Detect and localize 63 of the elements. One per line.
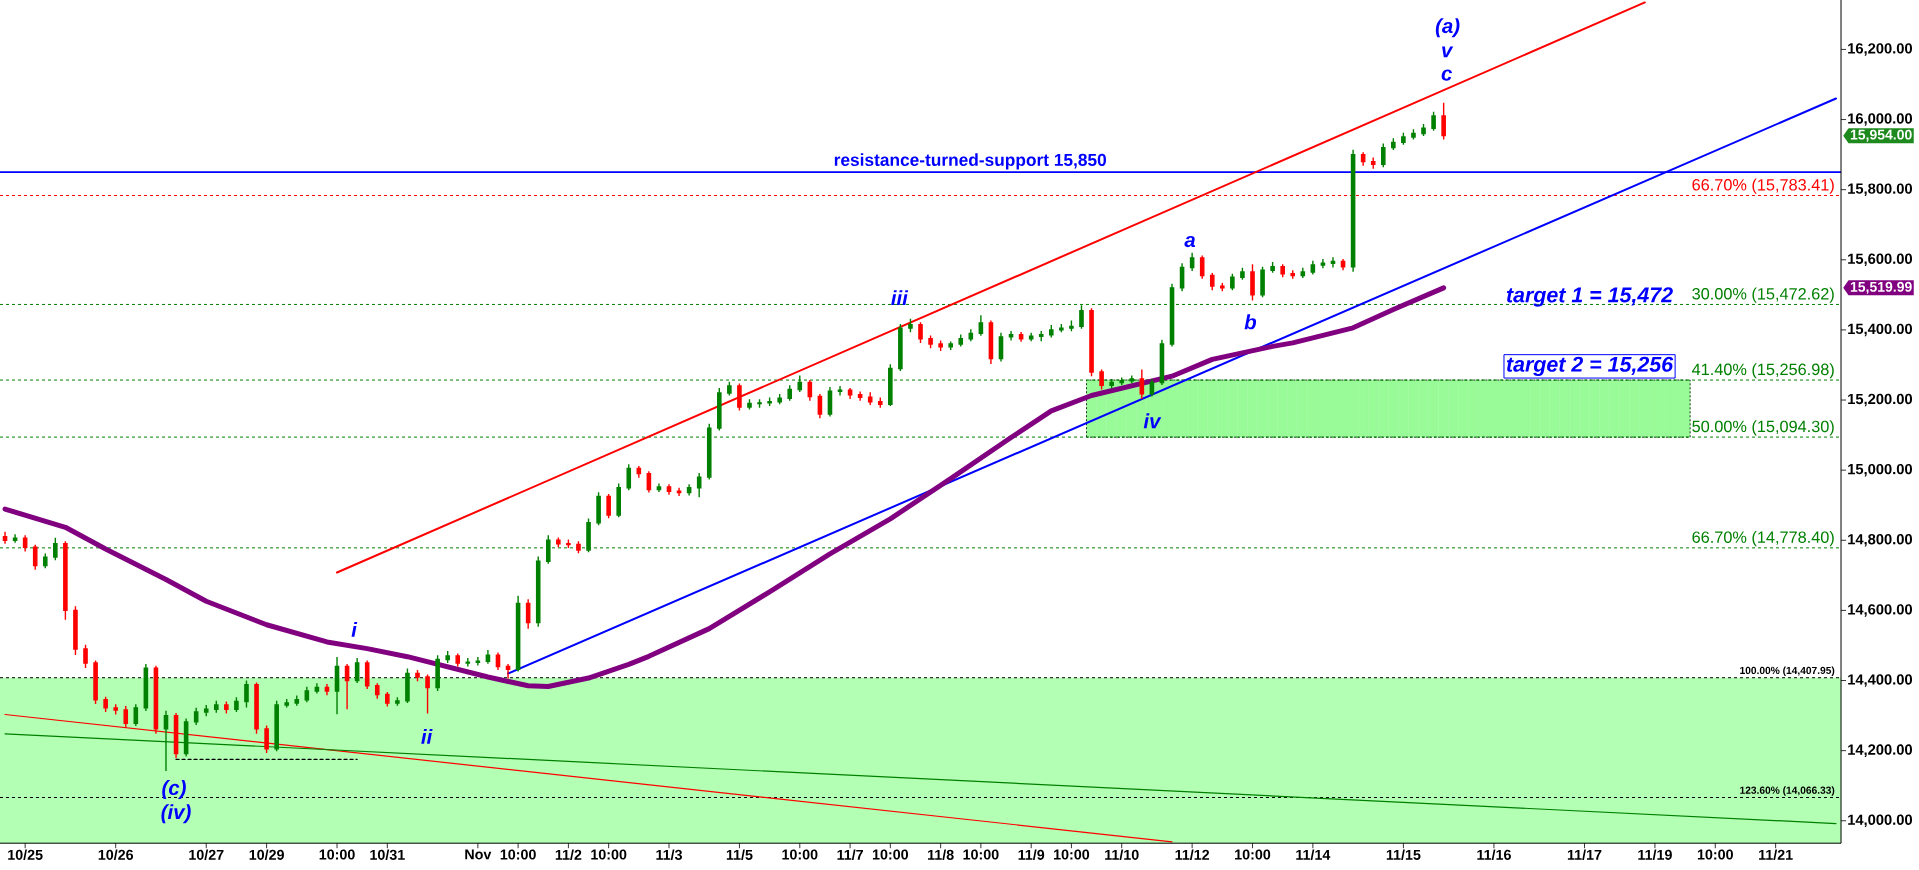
annotation: target 1 = 15,472 (1506, 287, 1673, 307)
ref-line-label: 100.00% (14,407.95) (1740, 666, 1835, 677)
annotation: ii (421, 728, 433, 744)
ref-line-label: 50.00% (15,094.30) (1692, 420, 1834, 436)
x-tick-label: 10:00 (1235, 849, 1271, 860)
ref-line-label: 30.00% (15,472.62) (1692, 287, 1834, 303)
x-tick-label: 10:00 (591, 849, 627, 860)
x-tick-label: 11/14 (1296, 849, 1331, 861)
y-tick-label: 16,000.00 (1848, 113, 1913, 126)
x-tick-label: 11/12 (1175, 849, 1210, 861)
y-tick-label: 15,200.00 (1848, 393, 1913, 407)
x-tick-label: 10/26 (98, 849, 134, 861)
annotation: v (1442, 46, 1454, 58)
y-tick-label: 14,200.00 (1848, 744, 1913, 757)
x-tick-label: 10/31 (370, 849, 405, 861)
x-tick-label: 11/2 (555, 849, 582, 861)
annotation: i (351, 621, 358, 637)
x-tick-label: 10:00 (963, 849, 999, 860)
annotation: (iv) (161, 804, 191, 824)
y-tick-label: 15,600.00 (1848, 253, 1913, 267)
x-tick-label: 11/8 (928, 849, 954, 861)
y-tick-label: 14,000.00 (1848, 814, 1913, 828)
x-tick-label: 11/3 (656, 849, 683, 861)
text: 15,519.99 (1850, 281, 1912, 294)
ref-line-label: 123.60% (14,066.33) (1740, 786, 1835, 796)
x-tick-label: 11/17 (1567, 849, 1602, 861)
annotation: a (1184, 235, 1196, 248)
y-tick-label: 14,600.00 (1848, 604, 1913, 617)
x-tick-label: 10/27 (189, 849, 224, 861)
annotation: target 2 = 15,256 (1506, 356, 1674, 377)
y-tick-label: 15,000.00 (1848, 463, 1913, 477)
x-tick-label: 10:00 (1054, 849, 1090, 860)
annotation: iii (891, 290, 909, 306)
x-tick-label: 10:00 (782, 849, 818, 860)
x-tick-label: 10:00 (872, 849, 909, 860)
x-tick-label: 10/29 (249, 849, 284, 861)
x-tick-label: 10/25 (8, 849, 43, 861)
annotation: b (1244, 314, 1257, 330)
annotation: (c) (162, 780, 186, 800)
ref-line-label: 66.70% (15,783.41) (1692, 178, 1834, 194)
y-tick-label: 15,800.00 (1848, 183, 1913, 196)
y-tick-label: 14,800.00 (1848, 534, 1913, 547)
ref-line-label: resistance-turned-support 15,850 (834, 153, 1106, 170)
x-tick-label: 11/15 (1386, 849, 1421, 861)
text: 15,954.00 (1850, 129, 1912, 142)
ref-line-label: 66.70% (14,778.40) (1692, 530, 1834, 547)
x-tick-label: 10:00 (319, 849, 355, 860)
x-tick-label: Nov (465, 849, 492, 860)
annotation: c (1441, 69, 1453, 81)
x-tick-label: 10:00 (1697, 849, 1733, 860)
x-tick-label: 11/10 (1105, 849, 1139, 861)
y-tick-label: 16,200.00 (1848, 43, 1913, 56)
x-tick-label: 11/9 (1018, 849, 1045, 861)
x-tick-label: 11/19 (1638, 849, 1672, 861)
ref-line-label: 41.40% (15,256.98) (1692, 363, 1834, 379)
x-tick-label: 11/5 (726, 849, 753, 861)
y-tick-label: 14,400.00 (1848, 674, 1913, 687)
x-tick-label: 11/16 (1477, 849, 1511, 861)
x-tick-label: 10:00 (500, 849, 536, 860)
annotation: (a) (1435, 18, 1460, 38)
y-tick-label: 15,400.00 (1848, 323, 1913, 337)
x-tick-label: 11/7 (837, 849, 863, 861)
x-tick-label: 11/21 (1759, 849, 1793, 861)
